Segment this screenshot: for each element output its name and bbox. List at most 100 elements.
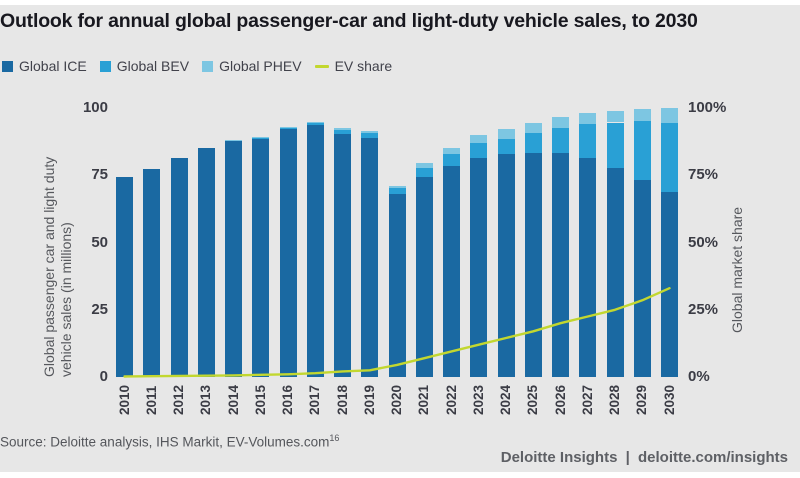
legend-label: EV share <box>334 58 393 74</box>
legend-square-swatch <box>99 60 111 72</box>
x-axis-label-2022: 2022 <box>443 384 459 415</box>
legend-label: Global PHEV <box>219 58 302 74</box>
bar-2011-ice <box>143 169 161 377</box>
legend-item-global-ice: Global ICE <box>2 58 87 74</box>
left-axis-title: Global passenger car and light duty vehi… <box>41 77 75 377</box>
bar-2018-phev <box>334 128 351 131</box>
x-axis-label-2016: 2016 <box>280 384 295 415</box>
bar-2016-ice <box>279 129 297 377</box>
right-axis-tick-50: 50% <box>688 233 719 251</box>
source-note-superscript: 16 <box>329 433 340 443</box>
bar-2013-ice <box>197 147 215 377</box>
left-axis-tick-25: 25 <box>91 300 108 318</box>
x-axis-label-2020: 2020 <box>389 384 404 415</box>
x-axis-label-2023: 2023 <box>470 384 486 415</box>
right-axis-tick-0: 0% <box>688 368 710 385</box>
bar-2024-bev <box>497 138 515 155</box>
bar-2019-phev <box>361 130 379 134</box>
bar-2026-bev <box>552 127 569 154</box>
bar-2012-ice <box>170 158 188 377</box>
bar-2025-phev <box>524 123 542 134</box>
bar-2028-ice <box>606 168 624 377</box>
bar-2021-phev <box>415 163 433 168</box>
bar-2018-bev <box>334 130 351 134</box>
legend-square-swatch <box>2 60 13 72</box>
legend-item-global-phev: Global PHEV <box>202 58 302 74</box>
legend-item-global-bev: Global BEV <box>99 58 190 74</box>
bar-2022-bev <box>443 154 460 167</box>
bar-2010-ice <box>116 177 133 377</box>
left-axis-tick-100: 100 <box>82 99 108 116</box>
bar-2025-bev <box>524 133 542 153</box>
x-axis-label-2013: 2013 <box>198 384 214 415</box>
bar-2017-ice <box>306 125 324 377</box>
bar-2019-ice <box>361 137 379 377</box>
bar-2014-ice <box>225 140 242 377</box>
right-axis-title: Global market share <box>729 206 745 333</box>
x-axis-label-2018: 2018 <box>334 384 350 415</box>
left-axis-title-line1: Global passenger car and light duty <box>41 156 57 377</box>
right-axis-tick-25: 25% <box>688 300 719 318</box>
chart-legend: Global ICE Global BEV Global PHEV EV share <box>2 58 392 74</box>
bar-2027-phev <box>579 113 597 124</box>
bar-2017-phev <box>306 122 324 124</box>
bar-2027-bev <box>579 123 597 159</box>
right-axis-tick-75: 75% <box>688 166 719 184</box>
bar-2017-bev <box>306 123 324 126</box>
bar-2030-bev <box>661 123 678 192</box>
x-axis-label-2017: 2017 <box>307 384 323 415</box>
source-note-text: Source: Deloitte analysis, IHS Markit, E… <box>0 434 330 450</box>
x-axis-label-2027: 2027 <box>579 384 595 415</box>
bar-2015-bev <box>252 137 270 139</box>
bar-2018-ice <box>334 133 351 377</box>
bar-2024-ice <box>497 154 515 377</box>
bar-2014-bev <box>225 140 242 141</box>
x-axis-label-2028: 2028 <box>607 384 622 415</box>
bar-2026-phev <box>552 116 569 128</box>
x-axis-label-2026: 2026 <box>552 384 568 415</box>
bar-2022-phev <box>443 147 460 155</box>
source-note: Source: Deloitte analysis, IHS Markit, E… <box>0 433 339 450</box>
bar-2025-ice <box>524 152 542 377</box>
bar-2024-phev <box>497 129 515 139</box>
bar-2015-phev <box>252 137 270 138</box>
bar-2030-phev <box>661 107 678 124</box>
legend-line-swatch <box>314 64 329 68</box>
x-axis-label-2021: 2021 <box>416 384 432 415</box>
left-axis-tick-50: 50 <box>91 233 108 251</box>
bar-2022-ice <box>443 166 460 377</box>
left-axis-tick-75: 75 <box>91 166 108 184</box>
bar-2026-ice <box>552 153 569 377</box>
left-axis-tick-0: 0 <box>99 368 108 385</box>
bar-2030-ice <box>661 191 678 377</box>
x-axis-label-2011: 2011 <box>143 385 159 415</box>
bar-2029-ice <box>633 180 651 377</box>
legend-label: Global ICE <box>19 58 87 74</box>
footer-brand: Deloitte Insights <box>500 449 618 466</box>
legend-label: Global BEV <box>116 58 190 74</box>
footer: Deloitte Insights | deloitte.com/insight… <box>499 449 790 466</box>
chart-title: Outlook for annual global passenger-car … <box>0 10 698 32</box>
x-axis-label-2024: 2024 <box>498 384 513 415</box>
x-axis-label-2015: 2015 <box>252 384 268 415</box>
bar-2016-phev <box>279 126 297 128</box>
x-axis-label-2014: 2014 <box>225 384 241 415</box>
bar-2028-phev <box>606 111 624 123</box>
bar-2016-bev <box>279 127 297 129</box>
footer-url: deloitte.com/insights <box>637 449 788 466</box>
bar-2020-phev <box>388 186 406 189</box>
bar-2019-bev <box>361 133 379 138</box>
bar-2029-bev <box>633 120 651 181</box>
bar-2023-bev <box>470 143 488 158</box>
bar-2028-bev <box>606 122 624 169</box>
right-axis-tick-100: 100% <box>688 99 727 116</box>
x-axis-label-2010: 2010 <box>116 384 132 415</box>
bar-2020-bev <box>388 188 406 195</box>
bar-2027-ice <box>579 158 597 377</box>
bar-2021-ice <box>415 177 433 377</box>
bar-2029-phev <box>633 109 651 121</box>
bar-2023-ice <box>470 157 488 377</box>
legend-square-swatch <box>202 60 214 72</box>
bar-2021-bev <box>415 167 433 178</box>
